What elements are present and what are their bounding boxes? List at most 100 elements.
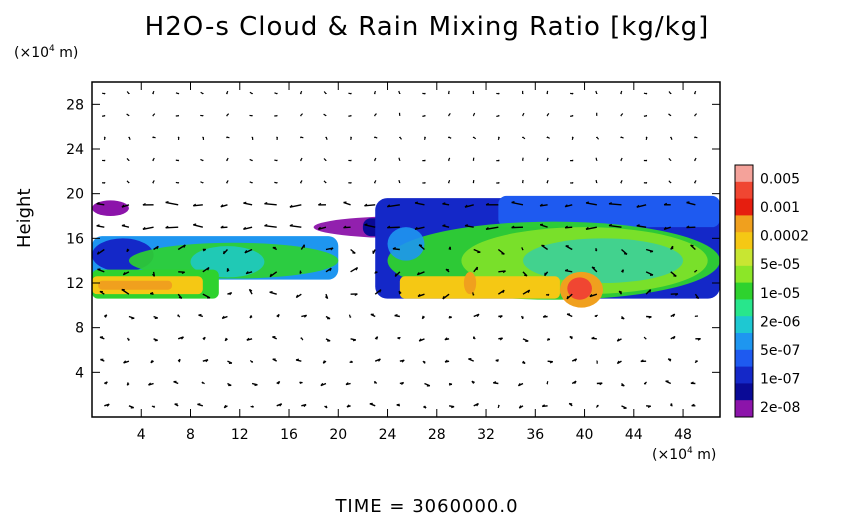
- wind-vector-head: [493, 381, 497, 384]
- wind-vector: [142, 226, 154, 230]
- wind-vector-head: [522, 112, 525, 117]
- wind-vector-head: [694, 136, 698, 139]
- wind-vector-head: [152, 157, 155, 161]
- wind-vector-head: [299, 157, 303, 161]
- wind-vector-head: [686, 201, 690, 204]
- wind-vector-head: [392, 247, 396, 250]
- wind-vector-head: [495, 359, 499, 362]
- wind-vector-head: [279, 403, 283, 407]
- cloud-field: [92, 195, 720, 308]
- wind-vector: [289, 204, 302, 208]
- wind-vector-head: [96, 224, 100, 227]
- wind-vector-head: [522, 136, 526, 140]
- wind-vector-head: [668, 180, 672, 184]
- y-tick-label: 20: [66, 187, 84, 203]
- wind-vector-head: [643, 92, 648, 95]
- wind-vector-head: [200, 181, 204, 184]
- wind-vector-head: [330, 247, 334, 251]
- wind-vector-head: [355, 267, 359, 271]
- wind-vector-head: [126, 180, 130, 184]
- wind-vector-head: [300, 136, 304, 139]
- wind-vector-head: [499, 337, 503, 341]
- wind-vector-head: [181, 336, 184, 340]
- wind-vector-head: [663, 226, 667, 230]
- x-tick-label: 36: [526, 427, 544, 443]
- wind-vector-head: [150, 292, 154, 295]
- wind-vector-head: [289, 224, 293, 227]
- wind-vector-head: [127, 337, 130, 341]
- wind-vector-head: [352, 339, 357, 342]
- wind-vector-head: [350, 136, 352, 141]
- wind-vector-head: [668, 113, 672, 117]
- wind-vector-head: [643, 381, 647, 385]
- x-tick-label: 20: [329, 427, 347, 443]
- wind-vector-head: [549, 361, 554, 364]
- wind-vector-head: [203, 337, 206, 341]
- wind-vector-head: [374, 271, 378, 274]
- wind-vector-head: [226, 180, 229, 184]
- cloud-patch: [399, 276, 560, 299]
- colorbar-swatch: [735, 232, 753, 250]
- wind-vector-head: [444, 359, 448, 363]
- wind-vector: [264, 203, 277, 206]
- wind-vector-head: [156, 246, 159, 250]
- wind-vector-head: [539, 223, 544, 226]
- wind-vector-head: [386, 204, 391, 208]
- wind-vector-head: [447, 179, 451, 184]
- wind-vector-head: [343, 201, 347, 204]
- wind-vector-head: [444, 337, 448, 341]
- wind-vector-head: [690, 244, 694, 247]
- y-tick-label: 4: [75, 365, 84, 381]
- wind-vector-head: [197, 403, 201, 405]
- wind-vector: [464, 204, 474, 208]
- wind-vector-head: [303, 314, 308, 318]
- wind-vector-head: [96, 202, 100, 205]
- wind-vector: [485, 226, 499, 231]
- cloud-blob: [567, 277, 592, 300]
- wind-vector: [511, 201, 524, 206]
- wind-vector-head: [541, 404, 546, 407]
- x-tick-label: 4: [137, 427, 146, 443]
- wind-vector-head: [220, 225, 224, 229]
- wind-vector-head: [422, 360, 426, 364]
- wind-vector-head: [131, 317, 135, 320]
- wind-vector-head: [226, 157, 229, 161]
- wind-vector: [364, 224, 376, 228]
- wind-vector-head: [697, 338, 701, 341]
- wind-vector-head: [546, 338, 551, 341]
- wind-vector-head: [448, 316, 452, 319]
- wind-vector-head: [414, 226, 418, 230]
- wind-vector-head: [229, 292, 233, 296]
- wind-vector: [269, 271, 278, 278]
- wind-vector: [414, 202, 425, 206]
- wind-vector-head: [142, 226, 146, 230]
- wind-vector-head: [645, 136, 648, 141]
- wind-vector-head: [364, 203, 368, 207]
- wind-vector-head: [423, 406, 427, 409]
- wind-vector-head: [148, 382, 152, 386]
- wind-vector-head: [152, 136, 156, 139]
- wind-vector-head: [142, 202, 146, 206]
- wind-vector-head: [178, 359, 181, 363]
- wind-vector-head: [546, 157, 549, 161]
- wind-vector-head: [591, 336, 595, 339]
- cloud-patch: [98, 280, 173, 290]
- wind-vector-head: [564, 204, 568, 208]
- colorbar-swatch: [735, 400, 753, 418]
- wind-vector-head: [200, 158, 204, 162]
- wind-vector-head: [346, 404, 350, 408]
- wind-vector-head: [249, 288, 253, 292]
- wind-vector: [243, 202, 253, 206]
- wind-vector-head: [417, 293, 421, 297]
- wind-vector-head: [152, 273, 155, 277]
- wind-vector: [387, 226, 400, 229]
- wind-vector-head: [670, 403, 673, 407]
- wind-vector-head: [175, 92, 179, 95]
- wind-vector-head: [673, 275, 677, 277]
- y-tick-label: 16: [66, 231, 84, 247]
- wind-vector-head: [374, 380, 378, 384]
- wind-vector-head: [329, 267, 332, 272]
- wind-vector-head: [546, 113, 550, 117]
- wind-vector-head: [207, 267, 210, 271]
- wind-vector-head: [126, 382, 129, 386]
